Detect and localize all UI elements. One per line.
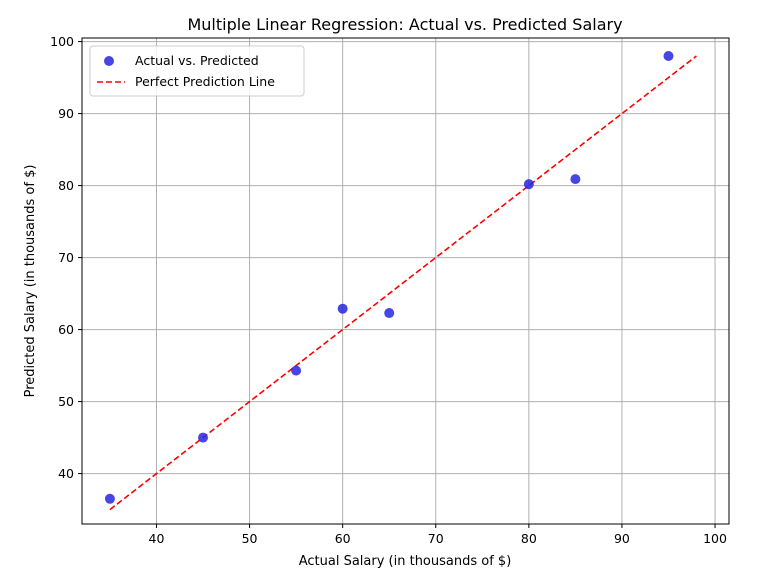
x-axis-ticks: 40 50 60 70 80 90 100 [149, 524, 727, 546]
legend: Actual vs. Predicted Perfect Prediction … [89, 45, 305, 97]
legend-frame [89, 45, 305, 97]
y-tick-label: 50 [58, 394, 74, 409]
legend-scatter-marker [104, 56, 114, 66]
x-tick-label: 80 [521, 531, 537, 546]
x-axis-label: Actual Salary (in thousands of $) [299, 554, 512, 569]
legend-entry-actual-vs-predicted: Actual vs. Predicted [135, 53, 259, 68]
x-tick-label: 60 [335, 531, 351, 546]
grid [82, 38, 729, 524]
chart-title: Multiple Linear Regression: Actual vs. P… [187, 15, 622, 34]
data-point [198, 432, 209, 443]
y-tick-label: 70 [58, 250, 74, 265]
y-tick-label: 100 [50, 34, 74, 49]
x-tick-label: 90 [614, 531, 630, 546]
x-tick-label: 40 [149, 531, 165, 546]
y-axis-ticks: 40 50 60 70 80 90 100 [50, 34, 82, 481]
x-tick-label: 70 [428, 531, 444, 546]
x-tick-label: 100 [703, 531, 727, 546]
legend-entry-perfect-prediction-line: Perfect Prediction Line [135, 74, 275, 89]
data-point [291, 365, 302, 376]
perfect-prediction-line [109, 55, 697, 511]
data-point [523, 179, 534, 190]
x-tick-label: 50 [242, 531, 258, 546]
data-point [570, 174, 581, 185]
plot-area-frame [81, 37, 730, 525]
y-tick-label: 60 [58, 322, 74, 337]
data-point [384, 308, 395, 319]
y-axis-label: Predicted Salary (in thousands of $) [23, 165, 38, 398]
y-tick-label: 40 [58, 466, 74, 481]
series-lines [109, 55, 697, 511]
data-point [337, 303, 348, 314]
y-tick-label: 80 [58, 178, 74, 193]
y-tick-label: 90 [58, 106, 74, 121]
data-point [663, 51, 674, 61]
data-point [104, 493, 115, 504]
series-points [104, 51, 674, 504]
